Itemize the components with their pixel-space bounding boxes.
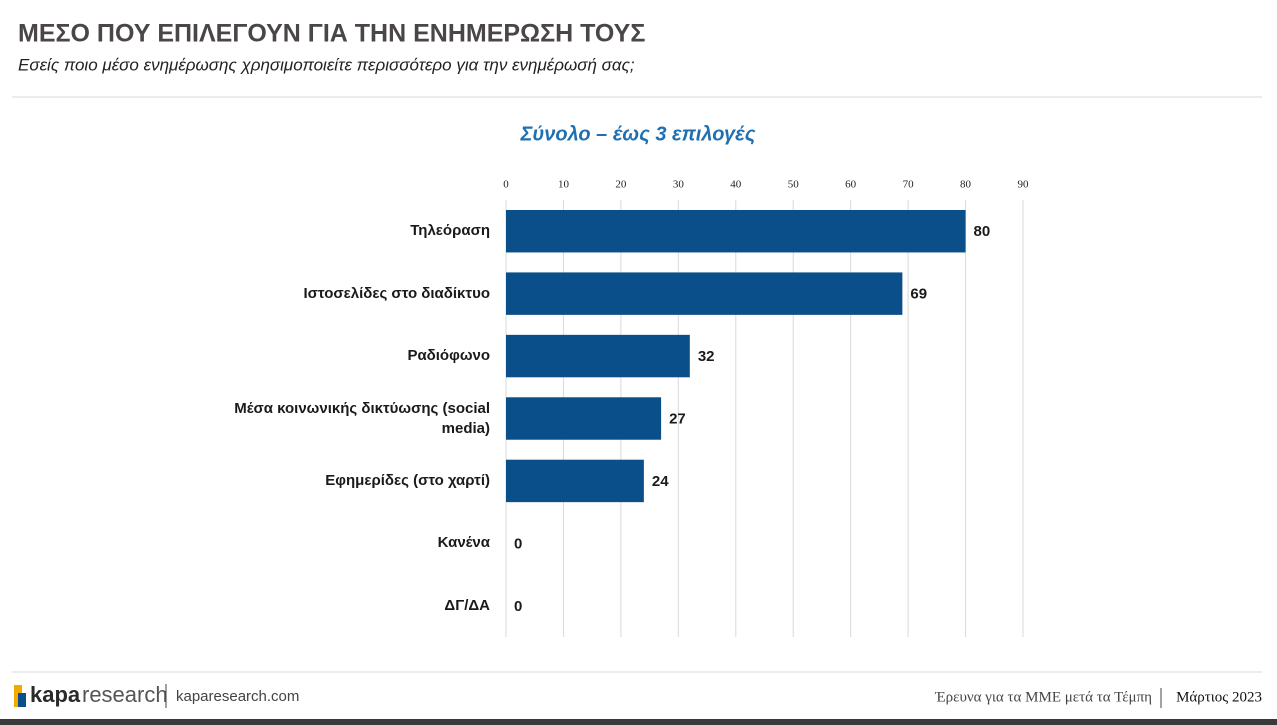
slide-subtitle: Εσείς ποιο μέσο ενημέρωσης χρησιμοποιείτ…: [18, 55, 635, 74]
chart-title: Σύνολο – έως 3 επιλογές: [520, 123, 756, 145]
logo: kapa: [30, 682, 81, 707]
x-tick-label: 30: [673, 179, 685, 191]
x-tick-label: 60: [845, 179, 857, 191]
slide-title: ΜΕΣΟ ΠΟΥ ΕΠΙΛΕΓΟΥΝ ΓΙΑ ΤΗΝ ΕΝΗΜΕΡΩΣΗ ΤΟΥ…: [18, 20, 645, 48]
category-label-box: ΔΓ/ΔΑ: [444, 596, 490, 614]
y-tick-label: Μέσα κοινωνικής δικτύωσης (social media): [234, 399, 490, 437]
bar: [506, 272, 903, 315]
bar: [506, 209, 966, 253]
data-label: 80: [974, 223, 991, 240]
logo-mark: [18, 693, 26, 707]
y-tick-label: Κανένα: [437, 534, 490, 552]
x-tick-label: 70: [903, 179, 915, 191]
data-label: 32: [698, 348, 715, 365]
x-tick-label: 50: [788, 179, 800, 191]
x-tick-label: 20: [615, 179, 627, 191]
data-label: 24: [652, 473, 669, 490]
y-tick-label: Ιστοσελίδες στο διαδίκτυο: [303, 284, 490, 302]
x-tick-label: 0: [503, 179, 509, 191]
x-tick-label: 40: [730, 179, 742, 191]
y-tick-label: ΔΓ/ΔΑ: [444, 596, 490, 614]
category-label-box: Τηλεόραση: [410, 222, 490, 240]
y-tick-label: Εφημερίδες (στο χαρτί): [325, 471, 490, 489]
data-label: 69: [910, 286, 927, 303]
data-label: 27: [669, 410, 686, 427]
website: kaparesearch.com: [176, 688, 299, 705]
bar: [506, 459, 644, 503]
data-label: 0: [514, 598, 522, 615]
y-tick-label: Τηλεόραση: [410, 222, 490, 240]
category-label-box: Εφημερίδες (στο χαρτί): [325, 471, 490, 489]
x-tick-label: 90: [1018, 179, 1030, 191]
data-label: 0: [514, 535, 522, 552]
bar: [506, 334, 690, 378]
category-label-box: Ραδιόφωνο: [407, 347, 490, 365]
x-tick-label: 80: [960, 179, 972, 191]
survey-name: Έρευνα για τα ΜΜΕ μετά τα Τέμπη: [934, 689, 1152, 705]
category-label-box: Ιστοσελίδες στο διαδίκτυο: [303, 284, 490, 302]
bottom-bar: [0, 719, 1277, 725]
x-tick-label: 10: [558, 179, 570, 191]
category-label-box: Κανένα: [437, 534, 490, 552]
bar: [506, 397, 662, 440]
survey-date: Μάρτιος 2023: [1176, 689, 1262, 705]
category-label-box: Μέσα κοινωνικής δικτύωσης (social media): [234, 399, 490, 437]
y-tick-label: Ραδιόφωνο: [407, 347, 490, 365]
logo: research: [82, 682, 168, 707]
